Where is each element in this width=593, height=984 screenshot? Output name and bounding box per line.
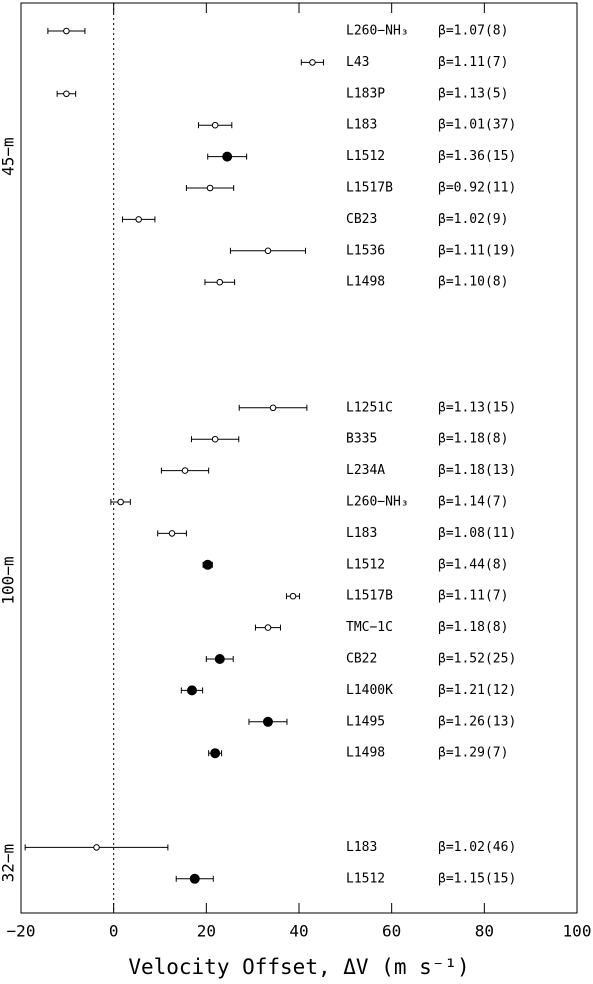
source-label: L43: [346, 55, 369, 70]
beta-label: β=1.01(37): [438, 118, 516, 133]
group-label: 100−m: [0, 556, 18, 604]
beta-label: β=1.02(46): [438, 840, 516, 855]
data-point: [211, 121, 219, 129]
x-tick-label: 40: [289, 922, 308, 941]
source-label: L183: [346, 840, 377, 855]
plot-frame: [20, 2, 578, 914]
source-label: B335: [346, 432, 377, 447]
data-point: [210, 748, 221, 759]
data-point: [264, 247, 272, 255]
beta-label: β=1.44(8): [438, 557, 508, 572]
beta-label: β=1.11(7): [438, 589, 508, 604]
data-point: [63, 27, 70, 35]
data-point: [262, 716, 273, 727]
source-label: L1498: [346, 275, 385, 290]
x-tick-label: 100: [563, 922, 592, 941]
data-point: [211, 435, 219, 443]
source-label: L1512: [346, 149, 385, 164]
source-label: L1517B: [346, 181, 393, 196]
beta-label: β=1.21(12): [438, 683, 516, 698]
data-point: [189, 873, 200, 884]
group-label: 32−m: [0, 844, 18, 883]
group-label: 45−m: [0, 137, 18, 176]
data-point: [135, 216, 142, 223]
data-point: [214, 654, 225, 664]
beta-label: β=1.13(5): [438, 86, 508, 101]
x-tick-label: 60: [382, 922, 401, 941]
beta-label: β=1.08(11): [438, 526, 516, 541]
source-label: L183: [346, 526, 377, 541]
source-label: L1517B: [346, 589, 393, 604]
x-tick-label: 0: [109, 922, 119, 941]
data-point: [216, 278, 224, 286]
x-axis-label: Velocity Offset, ΔV (m s⁻¹): [128, 955, 469, 979]
data-point: [222, 151, 233, 162]
x-tick-label: 20: [197, 922, 216, 941]
source-label: L234A: [346, 463, 385, 478]
beta-label: β=1.26(13): [438, 714, 516, 729]
source-label: CB22: [346, 652, 377, 667]
source-label: L183P: [346, 86, 385, 101]
source-label: L260−NH₃: [346, 24, 409, 39]
beta-label: β=1.18(8): [438, 432, 508, 447]
source-label: L1251C: [346, 400, 393, 415]
beta-label: β=1.36(15): [438, 149, 516, 164]
beta-label: β=1.11(7): [438, 55, 508, 70]
beta-label: β=1.02(9): [438, 212, 508, 227]
data-point: [63, 90, 70, 98]
source-label: L1512: [346, 871, 385, 886]
beta-label: β=1.11(19): [438, 243, 516, 258]
source-label: TMC−1C: [346, 620, 393, 635]
beta-label: β=1.18(13): [438, 463, 516, 478]
source-label: L1495: [346, 714, 385, 729]
source-label: L1400K: [346, 683, 393, 698]
source-label: L260−NH₃: [346, 495, 409, 510]
beta-label: β=1.29(7): [438, 746, 508, 761]
data-point: [186, 685, 197, 696]
source-label: L1536: [346, 243, 385, 258]
beta-label: β=1.18(8): [438, 620, 508, 635]
beta-label: β=1.10(8): [438, 275, 508, 290]
data-point: [202, 559, 213, 570]
source-label: L1498: [346, 746, 385, 761]
beta-label: β=0.92(11): [438, 181, 516, 196]
data-point: [168, 530, 176, 537]
x-tick-label: −20: [7, 922, 36, 941]
data-point: [269, 404, 277, 412]
data-point: [93, 844, 100, 851]
source-label: CB23: [346, 212, 377, 227]
data-point: [264, 624, 272, 631]
beta-label: β=1.07(8): [438, 24, 508, 39]
data-point: [309, 59, 316, 66]
x-tick-label: 80: [475, 922, 494, 941]
data-point: [206, 184, 214, 192]
source-label: L1512: [346, 557, 385, 572]
data-point: [289, 592, 297, 600]
data-point: [117, 498, 124, 506]
beta-label: β=1.52(25): [438, 652, 516, 667]
beta-label: β=1.14(7): [438, 495, 508, 510]
data-point: [181, 467, 189, 474]
source-label: L183: [346, 118, 377, 133]
beta-label: β=1.13(15): [438, 400, 516, 415]
beta-label: β=1.15(15): [438, 871, 516, 886]
